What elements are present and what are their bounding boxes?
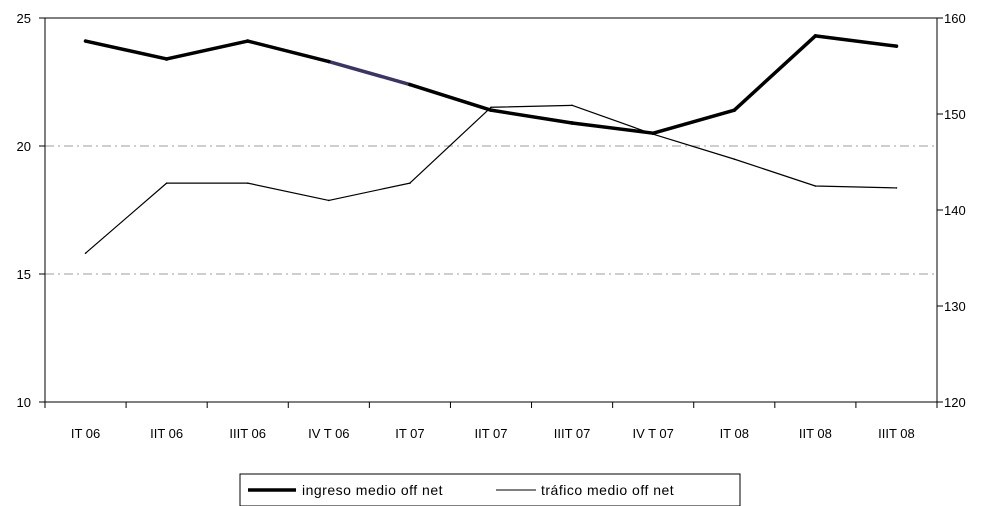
x-tick-label: IIIT 07 — [554, 426, 591, 441]
x-tick-label: IV T 06 — [308, 426, 349, 441]
x-tick-label: IIIT 06 — [229, 426, 266, 441]
series-ingreso-segment — [83, 39, 169, 61]
gridlines — [45, 145, 937, 275]
point-ingreso — [83, 39, 88, 43]
left-tick-label: 15 — [17, 267, 31, 282]
right-tick-label: 130 — [944, 299, 966, 314]
point-trafico — [84, 252, 87, 254]
point-ingreso — [651, 131, 655, 135]
point-trafico — [328, 199, 330, 202]
legend-label-ingreso: ingreso medio off net — [302, 482, 443, 498]
x-tick-label: IV T 07 — [632, 426, 673, 441]
left-tick-label: 10 — [17, 395, 31, 410]
series-ingreso-segment — [732, 34, 818, 112]
legend-label-trafico: tráfico medio off net — [541, 482, 674, 498]
series-trafico-line — [85, 104, 897, 254]
right-tick-label: 120 — [944, 395, 966, 410]
x-axis-ticks: IT 06 IIT 06 IIIT 06 IV T 06 IT 07 IIT 07 IIIT… — [44, 402, 938, 441]
legend: ingreso medio off net tráfico medio off … — [239, 473, 741, 506]
right-tick-label: 150 — [944, 107, 966, 122]
point-ingreso — [327, 59, 331, 64]
legend-box — [239, 473, 741, 506]
series-ingreso-segment — [245, 39, 331, 64]
point-ingreso — [164, 57, 169, 61]
x-tick-label: IT 07 — [395, 426, 424, 441]
point-trafico — [733, 158, 736, 160]
point-trafico — [895, 187, 898, 189]
point-trafico — [246, 182, 249, 184]
point-trafico — [571, 104, 573, 107]
x-tick-label: IIIT 08 — [878, 426, 915, 441]
series-ingreso-segment — [570, 121, 655, 135]
x-tick-label: IT 08 — [720, 426, 749, 441]
series-ingreso-segment — [164, 39, 250, 61]
point-ingreso — [813, 34, 818, 38]
point-ingreso — [894, 44, 899, 48]
right-tick-label: 140 — [944, 203, 966, 218]
point-trafico — [814, 185, 817, 187]
left-axis-ticks: 10 15 20 25 — [17, 11, 45, 410]
point-ingreso — [732, 108, 736, 112]
left-tick-label: 25 — [17, 11, 31, 26]
series-lines — [83, 34, 899, 254]
point-trafico — [165, 182, 168, 184]
x-tick-label: IIT 08 — [799, 426, 832, 441]
series-ingreso-segment — [408, 82, 493, 112]
series-ingreso-segment — [651, 108, 737, 135]
series-ingreso-segment — [813, 34, 899, 48]
x-tick-label: IIT 07 — [474, 426, 507, 441]
series-ingreso-segment — [327, 59, 412, 87]
point-ingreso — [408, 82, 412, 87]
left-tick-label: 20 — [17, 139, 31, 154]
x-tick-label: IT 06 — [71, 426, 100, 441]
point-ingreso — [246, 39, 250, 43]
point-trafico — [490, 106, 492, 109]
point-trafico — [409, 182, 411, 184]
series-ingreso-segment — [489, 108, 574, 125]
x-tick-label: IIT 06 — [150, 426, 183, 441]
point-ingreso — [570, 121, 574, 125]
right-tick-label: 160 — [944, 11, 966, 26]
point-ingreso — [489, 108, 493, 112]
right-axis-ticks: 120 130 140 150 160 — [937, 11, 966, 410]
